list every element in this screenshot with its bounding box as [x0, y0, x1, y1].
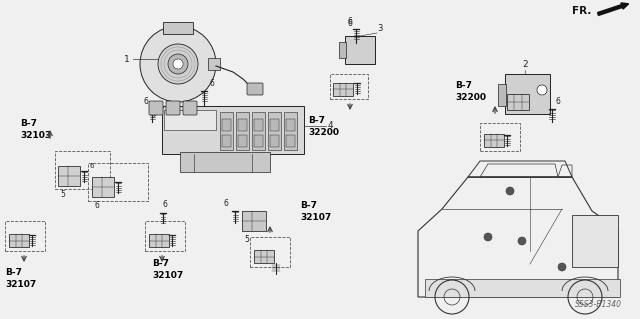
- Text: B-7: B-7: [20, 119, 37, 128]
- Text: 5: 5: [244, 235, 250, 244]
- Bar: [254, 250, 274, 263]
- Bar: [238, 119, 247, 131]
- Text: 6: 6: [223, 199, 228, 208]
- Circle shape: [506, 187, 514, 195]
- Bar: [92, 177, 114, 197]
- Bar: [498, 84, 506, 106]
- Bar: [284, 112, 297, 150]
- Bar: [484, 134, 504, 147]
- Circle shape: [168, 54, 188, 74]
- Text: 32107: 32107: [5, 280, 36, 289]
- FancyBboxPatch shape: [247, 83, 263, 95]
- Bar: [270, 119, 279, 131]
- Bar: [180, 152, 270, 172]
- Text: 6: 6: [95, 201, 99, 210]
- Bar: [9, 234, 29, 247]
- Text: 32107: 32107: [152, 271, 183, 280]
- Text: 32200: 32200: [308, 128, 339, 137]
- Circle shape: [173, 59, 183, 69]
- Text: 32103: 32103: [20, 131, 51, 140]
- Bar: [222, 119, 231, 131]
- Text: 6: 6: [347, 17, 352, 26]
- Bar: [238, 135, 247, 147]
- Circle shape: [518, 237, 526, 245]
- Bar: [254, 135, 263, 147]
- Bar: [333, 83, 353, 96]
- Bar: [270, 135, 279, 147]
- Text: 6: 6: [209, 79, 214, 88]
- Circle shape: [484, 233, 492, 241]
- Bar: [268, 112, 281, 150]
- Text: B-7: B-7: [300, 201, 317, 210]
- Text: 6: 6: [347, 19, 352, 28]
- Bar: [162, 106, 304, 154]
- Bar: [330, 74, 368, 99]
- Circle shape: [158, 44, 198, 84]
- Text: 5: 5: [61, 190, 65, 199]
- Bar: [250, 237, 290, 267]
- Text: 1: 1: [124, 55, 130, 63]
- Bar: [242, 211, 266, 231]
- FancyBboxPatch shape: [166, 101, 180, 115]
- Bar: [5, 221, 45, 251]
- Circle shape: [558, 263, 566, 271]
- Text: B-7: B-7: [152, 259, 169, 268]
- Bar: [505, 74, 550, 114]
- Bar: [58, 166, 80, 186]
- Bar: [163, 22, 193, 34]
- Bar: [220, 112, 233, 150]
- Text: B-7: B-7: [455, 81, 472, 90]
- Bar: [222, 135, 231, 147]
- Bar: [339, 42, 346, 58]
- Text: FR.: FR.: [572, 6, 591, 16]
- FancyBboxPatch shape: [149, 101, 163, 115]
- Text: 3: 3: [377, 24, 382, 33]
- Circle shape: [537, 85, 547, 95]
- Text: 32107: 32107: [300, 213, 332, 222]
- Bar: [286, 135, 295, 147]
- Bar: [507, 94, 529, 110]
- Text: 32200: 32200: [455, 93, 486, 102]
- Bar: [252, 112, 265, 150]
- Text: 4: 4: [328, 122, 333, 130]
- Bar: [345, 36, 375, 64]
- Text: 6: 6: [556, 97, 561, 106]
- Text: 2: 2: [522, 60, 528, 69]
- Bar: [55, 151, 110, 189]
- FancyArrow shape: [598, 3, 628, 15]
- Text: B-7: B-7: [5, 268, 22, 277]
- Circle shape: [140, 26, 216, 102]
- Bar: [236, 112, 249, 150]
- Bar: [286, 119, 295, 131]
- Bar: [208, 58, 220, 70]
- FancyBboxPatch shape: [183, 101, 197, 115]
- Bar: [254, 119, 263, 131]
- Bar: [145, 221, 185, 251]
- Bar: [425, 279, 620, 297]
- Text: 6: 6: [90, 163, 95, 169]
- Text: B-7: B-7: [308, 116, 325, 125]
- Text: S5S3-B1340: S5S3-B1340: [575, 300, 622, 309]
- Bar: [88, 163, 148, 201]
- Bar: [149, 234, 169, 247]
- Bar: [572, 215, 618, 267]
- Text: 6: 6: [163, 200, 168, 209]
- Bar: [164, 110, 216, 130]
- Text: 6: 6: [143, 97, 148, 106]
- Bar: [480, 123, 520, 151]
